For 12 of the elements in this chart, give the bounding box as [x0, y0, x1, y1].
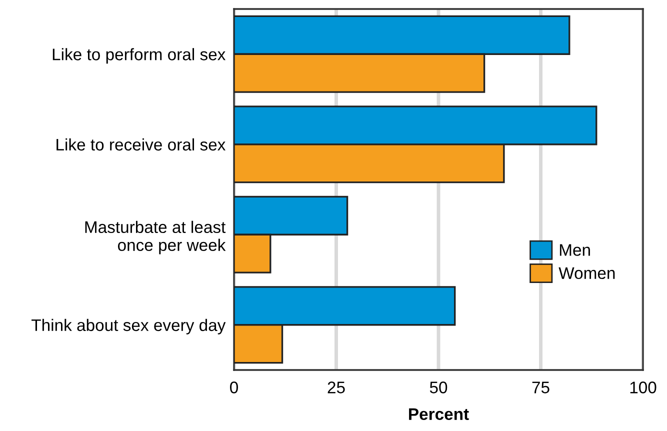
x-tick-label: 0 [230, 382, 238, 394]
y-tick-label: Like to perform oral sex [52, 48, 226, 64]
x-tick-label: 25 [328, 382, 345, 394]
x-tick-label: 100 [630, 382, 656, 394]
x-tick-label: 75 [532, 382, 550, 394]
y-tick-label: Masturbate at least once per week [85, 220, 226, 254]
y-tick-label: Think about sex every day [32, 318, 226, 334]
legend-label: Men [560, 244, 590, 256]
y-tick-label: Like to receive oral sex [56, 138, 226, 151]
legend-label: Women [558, 267, 615, 280]
x-tick-label: 50 [430, 382, 448, 394]
x-axis-title: Percent [409, 408, 469, 420]
